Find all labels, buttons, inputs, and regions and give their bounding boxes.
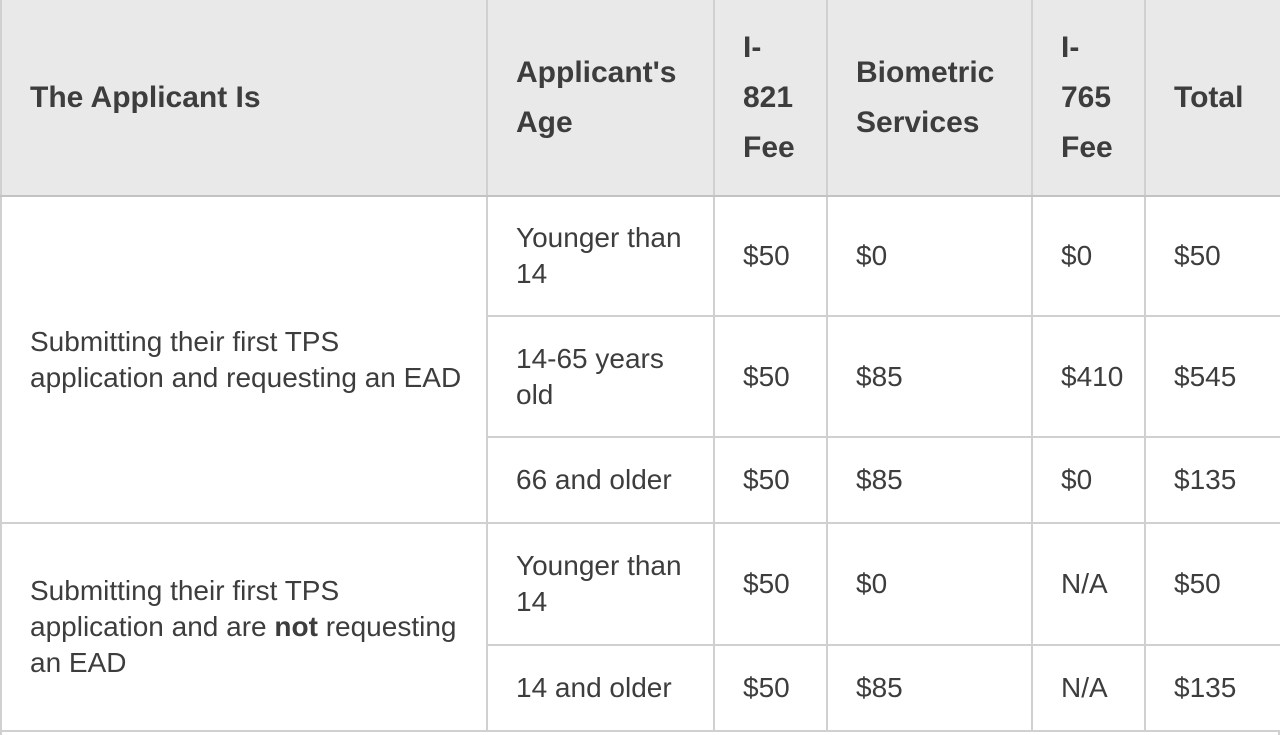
biometric-cell: $0	[826, 522, 1033, 646]
next-row-cutoff	[0, 732, 1280, 735]
table-row: 14 and older $50 $85 N/A $135	[1, 644, 1280, 732]
applicant-label-bold: not	[274, 611, 318, 642]
age-cell: Younger than 14	[486, 522, 715, 646]
applicant-cell-group-1: Submitting their first TPS application a…	[0, 195, 488, 524]
header-row: The Applicant Is Applicant's Age I-821 F…	[0, 0, 1280, 197]
header-cell-i821-fee: I-821 Fee	[713, 0, 828, 197]
i821-fee-cell: $50	[713, 315, 828, 438]
header-cell-biometric: Biometric Services	[826, 0, 1033, 197]
table-row: Submitting their first TPS application a…	[0, 195, 1280, 524]
i765-fee-cell: $410	[1031, 315, 1146, 438]
total-cell: $50	[1144, 522, 1280, 646]
i821-fee-cell: $50	[713, 522, 828, 646]
biometric-cell: $0	[826, 195, 1033, 317]
age-cell: 14 and older	[486, 644, 715, 732]
header-cell-applicant: The Applicant Is	[0, 0, 488, 197]
total-cell: $135	[1144, 644, 1280, 732]
table-row: 14-65 years old $50 $85 $410 $545	[1, 315, 1280, 438]
i765-fee-cell: N/A	[1031, 522, 1146, 646]
age-cell: 14-65 years old	[486, 315, 715, 438]
total-cell: $545	[1144, 315, 1280, 438]
total-cell: $50	[1144, 195, 1280, 317]
biometric-cell: $85	[826, 644, 1033, 732]
biometric-cell: $85	[826, 315, 1033, 438]
i821-fee-cell: $50	[713, 644, 828, 732]
applicant-label-text: requesting an EAD	[30, 611, 457, 678]
i765-fee-cell: $0	[1031, 436, 1146, 524]
i765-fee-cell: N/A	[1031, 644, 1146, 732]
header-cell-age: Applicant's Age	[486, 0, 715, 197]
applicant-cell-group-2: Submitting their first TPS application a…	[0, 522, 488, 732]
applicant-label-text: Submitting their first TPS application a…	[30, 575, 340, 642]
age-cell: Younger than 14	[486, 195, 715, 317]
total-cell: $135	[1144, 436, 1280, 524]
age-cell: 66 and older	[486, 436, 715, 524]
table-row: 66 and older $50 $85 $0 $135	[1, 436, 1280, 524]
i821-fee-cell: $50	[713, 195, 828, 317]
applicant-label-text: Submitting their first TPS application a…	[30, 325, 462, 393]
biometric-cell: $85	[826, 436, 1033, 524]
table-row: Submitting their first TPS application a…	[0, 522, 1280, 732]
i821-fee-cell: $50	[713, 436, 828, 524]
header-cell-total: Total	[1144, 0, 1280, 197]
i765-fee-cell: $0	[1031, 195, 1146, 317]
header-cell-i765-fee: I-765 Fee	[1031, 0, 1146, 197]
